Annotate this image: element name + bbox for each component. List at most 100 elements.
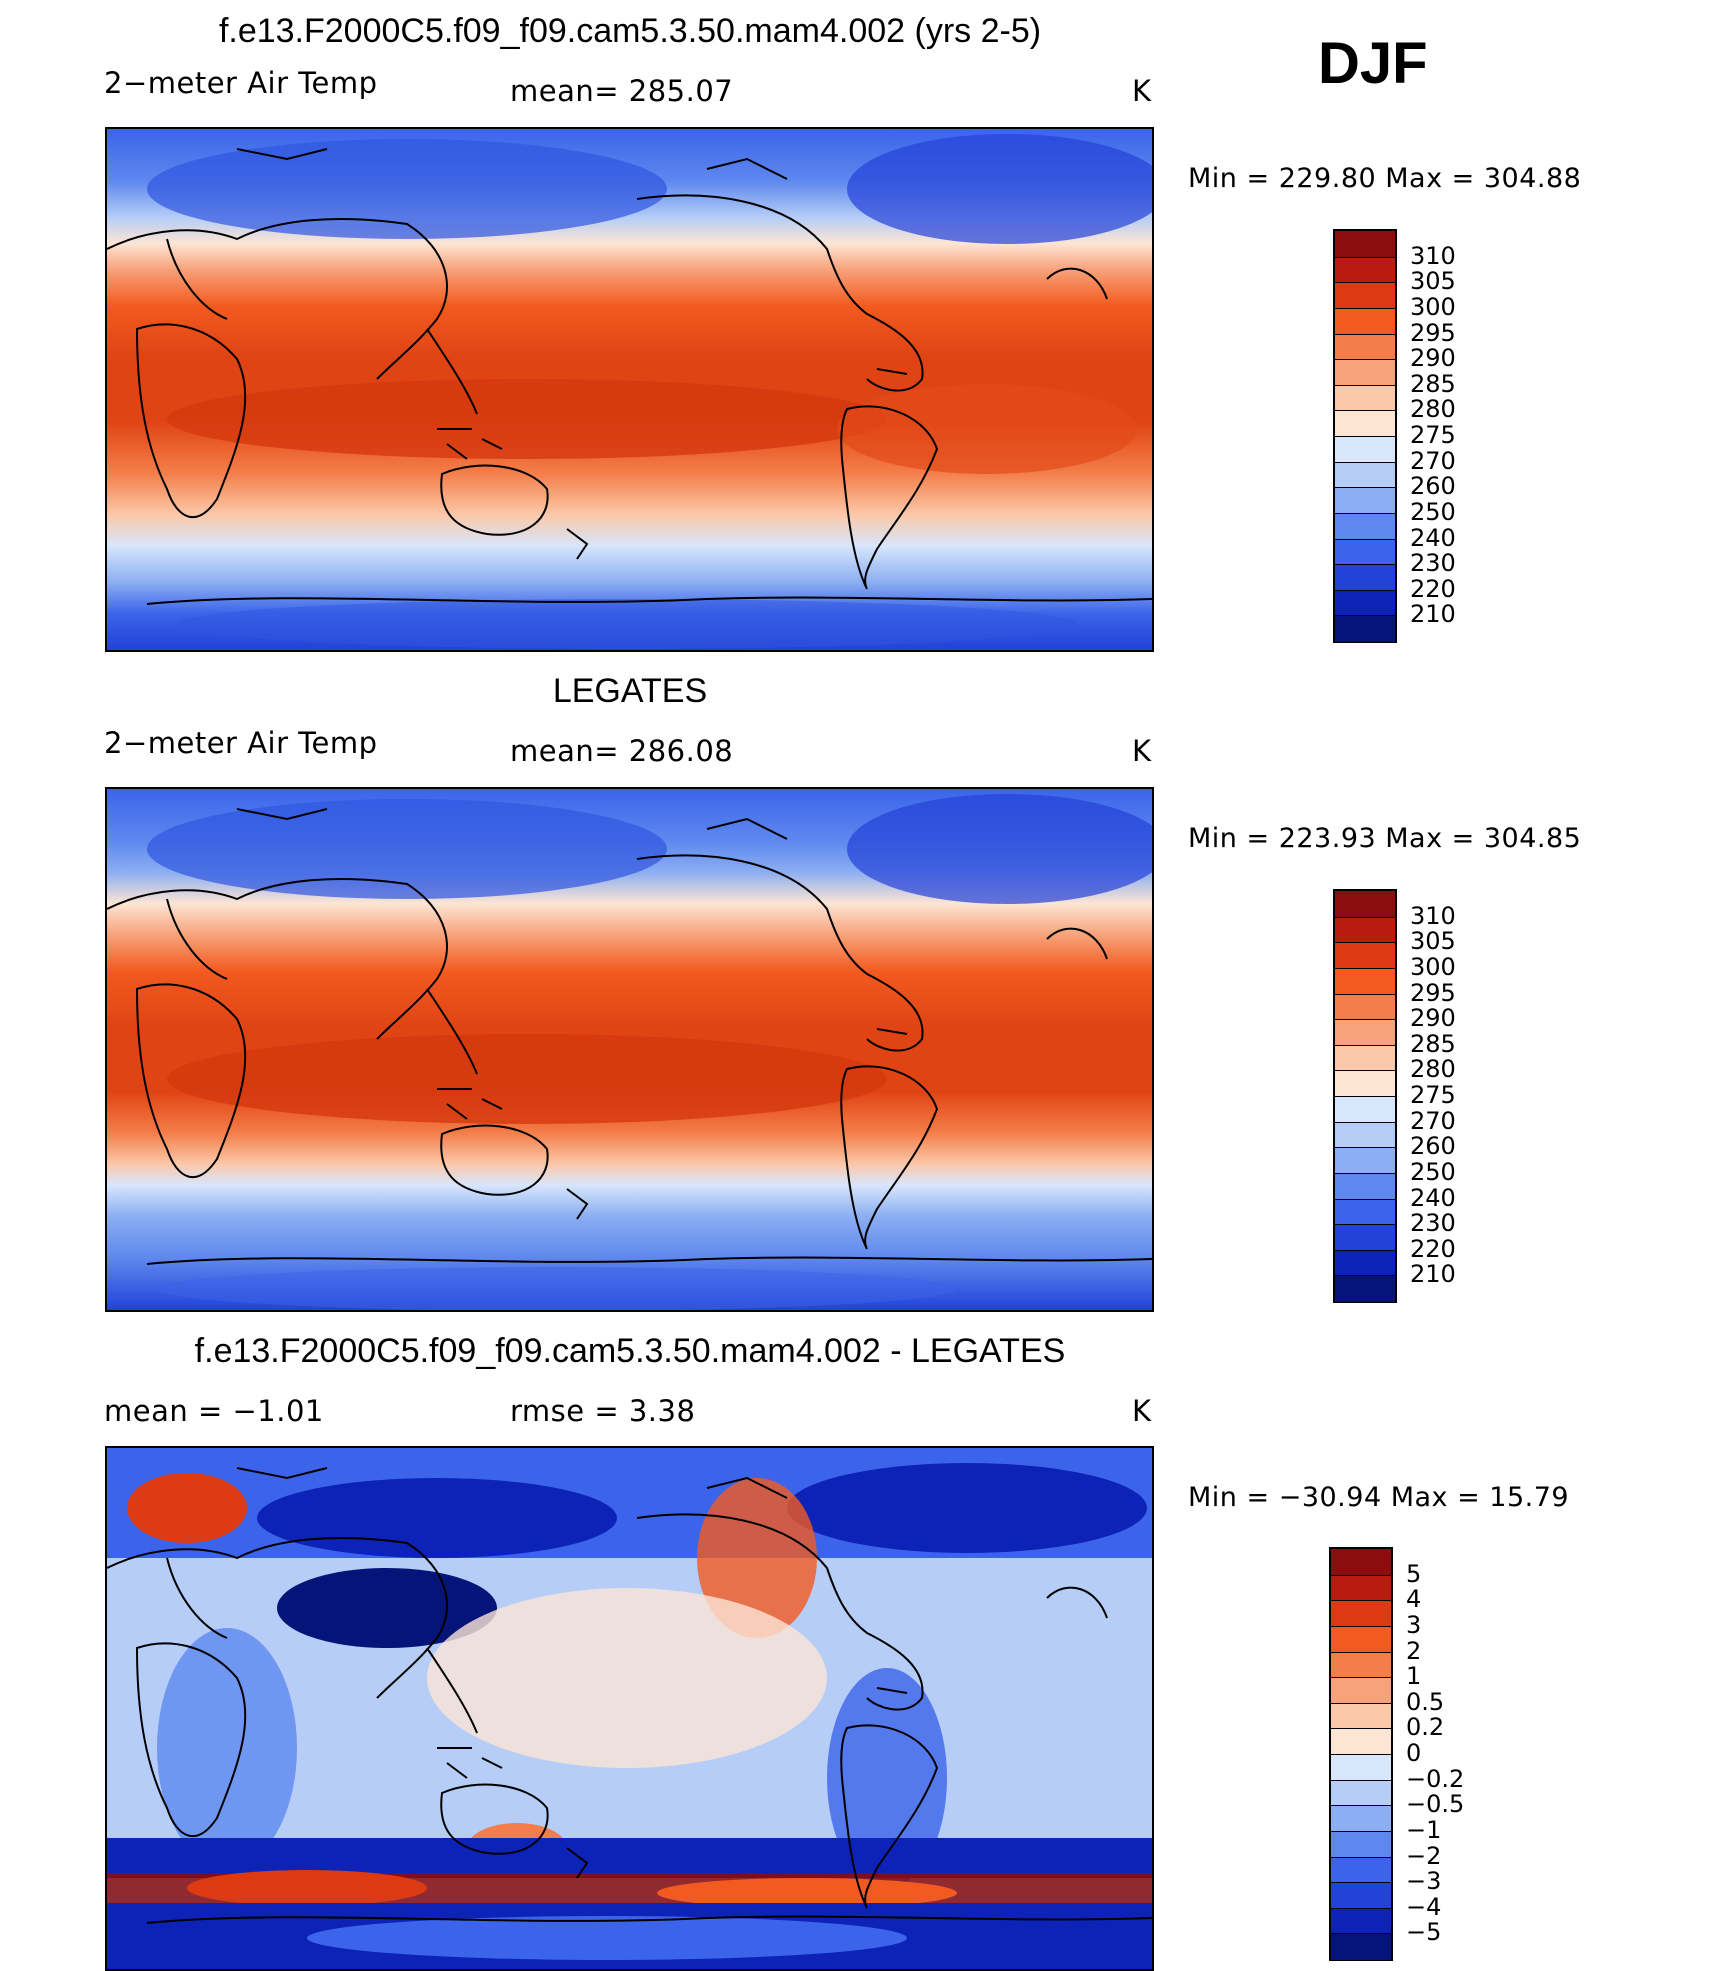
colorbar-tick-label: 310 [1410,901,1456,930]
colorbar-cell [1331,1882,1391,1909]
colorbar-tick-label: −0.5 [1406,1790,1465,1819]
colorbar-cell [1331,1600,1391,1627]
colorbar-tick-label: 4 [1406,1585,1422,1614]
panel-1-minmax: Min = 229.80 Max = 304.88 [1188,163,1582,194]
colorbar-tick-label: 295 [1410,318,1456,347]
colorbar-tick-label: 0.2 [1406,1713,1445,1742]
colorbar-tick-label: 3 [1406,1610,1422,1639]
panel-1-title: f.e13.F2000C5.f09_f09.cam5.3.50.mam4.002… [218,12,1042,50]
colorbar-tick-label: 240 [1410,523,1456,552]
panel-3-title: f.e13.F2000C5.f09_f09.cam5.3.50.mam4.002… [194,1332,1066,1370]
colorbar-tick-label: 305 [1410,267,1456,296]
panel-1-map [105,127,1154,652]
colorbar-tick-label: −1 [1406,1815,1442,1844]
panel-3-rmse-label: rmse = 3.38 [510,1394,696,1428]
colorbar-cell [1335,538,1395,566]
panel-2-units: K [1132,734,1152,768]
colorbar-tick-label: 275 [1410,1081,1456,1109]
colorbar-tick-label: 260 [1410,1132,1456,1161]
colorbar-cell [1331,1625,1391,1653]
colorbar-tick-label: 280 [1410,1055,1456,1084]
colorbar-cell [1331,1830,1391,1858]
colorbar-cell [1335,1070,1395,1097]
colorbar-tick-label: 300 [1410,292,1456,321]
colorbar-cell [1335,231,1395,257]
colorbar-tick-label: 250 [1410,497,1456,526]
colorbar-tick-label: 5 [1406,1559,1422,1588]
panel-1-variable-label: 2−meter Air Temp [104,66,378,100]
colorbar-cell [1335,256,1395,284]
colorbar-cell [1335,1147,1395,1174]
panel-3-colorbar [1329,1547,1393,1961]
colorbar-tick-label: 240 [1410,1183,1456,1212]
panel-2-minmax: Min = 223.93 Max = 304.85 [1188,823,1582,854]
colorbar-tick-label: 270 [1410,1106,1456,1135]
colorbar-cell [1335,1044,1395,1072]
colorbar-cell [1335,891,1395,917]
panel-1-units: K [1132,74,1152,108]
colorbar-cell [1335,359,1395,386]
colorbar-cell [1331,1856,1391,1884]
colorbar-cell [1331,1933,1391,1960]
panel-2-map [105,787,1154,1312]
colorbar-cell [1335,564,1395,591]
colorbar-cell [1331,1754,1391,1781]
colorbar-cell [1331,1549,1391,1575]
panel-2-colorbar [1333,889,1397,1303]
colorbar-cell [1335,512,1395,540]
colorbar-cell [1335,282,1395,309]
colorbar-tick-label: 230 [1410,549,1456,578]
colorbar-tick-label: 285 [1410,1029,1456,1058]
season-label: DJF [1318,31,1428,96]
colorbar-tick-label: 230 [1410,1209,1456,1238]
colorbar-cell [1331,1651,1391,1679]
colorbar-tick-label: 300 [1410,952,1456,981]
colorbar-tick-label: 0.5 [1406,1687,1445,1716]
colorbar-cell [1335,1224,1395,1251]
colorbar-tick-label: 210 [1410,600,1456,629]
colorbar-cell [1331,1779,1391,1807]
colorbar-tick-label: 250 [1410,1157,1456,1186]
colorbar-cell [1331,1907,1391,1935]
colorbar-tick-label: 260 [1410,472,1456,501]
colorbar-tick-label: 280 [1410,395,1456,424]
colorbar-cell [1335,615,1395,642]
colorbar-cell [1335,1096,1395,1123]
colorbar-cell [1335,436,1395,463]
colorbar-tick-label: −3 [1406,1867,1442,1896]
colorbar-cell [1331,1677,1391,1704]
colorbar-cell [1335,1172,1395,1200]
colorbar-tick-label: −5 [1406,1918,1442,1947]
colorbar-cell [1335,384,1395,412]
colorbar-cell [1335,1121,1395,1149]
colorbar-tick-label: 295 [1410,978,1456,1007]
colorbar-tick-label: 220 [1410,1234,1456,1263]
colorbar-cell [1331,1574,1391,1602]
colorbar-tick-label: 210 [1410,1260,1456,1289]
colorbar-cell [1335,589,1395,617]
colorbar-tick-label: 0 [1406,1739,1422,1767]
panel-2-title: LEGATES [552,672,708,710]
panel-1-colorbar [1333,229,1397,643]
panel-1-mean-label: mean= 285.07 [510,74,734,108]
colorbar-cell [1335,410,1395,437]
colorbar-tick-label: 285 [1410,369,1456,398]
colorbar-cell [1335,307,1395,335]
colorbar-cell [1335,487,1395,514]
colorbar-tick-label: 290 [1410,344,1456,373]
colorbar-tick-label: −2 [1406,1841,1442,1870]
colorbar-tick-label: 275 [1410,421,1456,449]
colorbar-tick-label: 305 [1410,927,1456,956]
colorbar-cell [1331,1805,1391,1832]
panel-3-mean-label: mean = −1.01 [104,1394,324,1428]
colorbar-tick-label: 270 [1410,446,1456,475]
colorbar-cell [1335,1275,1395,1302]
colorbar-cell [1335,916,1395,944]
colorbar-cell [1335,333,1395,361]
panel-3-map [105,1446,1154,1971]
panel-3-units: K [1132,1394,1152,1428]
colorbar-cell [1335,1198,1395,1226]
colorbar-tick-label: 1 [1406,1662,1422,1691]
colorbar-cell [1335,1249,1395,1277]
colorbar-cell [1331,1702,1391,1730]
